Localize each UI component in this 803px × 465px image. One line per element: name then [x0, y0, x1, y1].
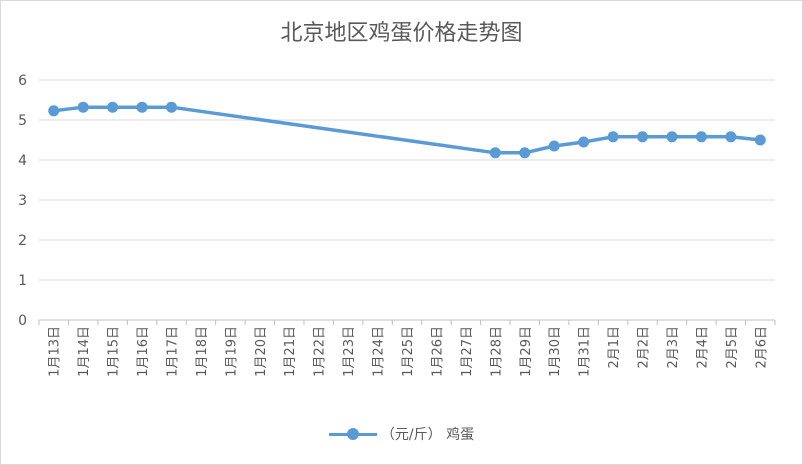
- x-tick-label: 1月19日: [224, 326, 239, 377]
- data-point: [607, 131, 619, 143]
- data-point: [165, 101, 177, 113]
- x-tick-label: 2月2日: [637, 326, 652, 369]
- y-tick-label: 3: [18, 193, 27, 209]
- x-tick-label: 1月23日: [342, 326, 357, 377]
- x-tick-label: 1月31日: [578, 326, 593, 377]
- data-point: [637, 131, 649, 143]
- legend-swatch-icon: [328, 427, 377, 441]
- data-point: [77, 101, 89, 113]
- x-tick-label: 1月14日: [77, 326, 92, 377]
- data-point: [48, 105, 60, 117]
- x-tick-label: 1月27日: [460, 326, 475, 377]
- data-point: [578, 136, 590, 148]
- data-point: [107, 101, 119, 113]
- x-tick-label: 1月16日: [136, 326, 151, 377]
- legend: （元/斤） 鸡蛋: [1, 424, 802, 444]
- x-tick-label: 1月22日: [313, 326, 328, 377]
- data-point: [136, 101, 148, 113]
- x-tick-label: 2月4日: [695, 326, 710, 369]
- x-tick-label: 1月20日: [254, 326, 269, 377]
- line-chart: 0 1 2 3 4 5 6 1月13日 1月14日 1月15日 1月16日 1月17日 1月18日 1月1…: [18, 73, 776, 377]
- data-point: [548, 140, 560, 152]
- series-line: [51, 105, 763, 155]
- x-tick-label: 1月26日: [430, 326, 445, 377]
- data-point: [519, 147, 531, 159]
- chart-title: 北京地区鸡蛋价格走势图: [280, 21, 523, 46]
- data-point: [725, 131, 737, 143]
- x-tick-label: 1月15日: [107, 326, 122, 377]
- y-tick-label: 2: [18, 233, 27, 249]
- x-tick-label: 1月21日: [283, 326, 298, 377]
- x-tick-label: 2月3日: [666, 326, 681, 369]
- y-tick-label: 0: [18, 313, 27, 329]
- x-tick-label: 2月1日: [607, 326, 622, 369]
- x-tick-label: 1月18日: [195, 326, 210, 377]
- x-tick-label: 1月28日: [489, 326, 504, 377]
- data-point: [666, 131, 678, 143]
- y-tick-label: 6: [18, 73, 27, 89]
- y-tick-label: 1: [18, 273, 27, 289]
- x-tick-label: 2月6日: [754, 326, 769, 369]
- y-tick-label: 4: [18, 153, 27, 169]
- y-tick-label: 5: [18, 113, 27, 129]
- x-tick-label: 1月24日: [372, 326, 387, 377]
- x-tick-label: 2月5日: [725, 326, 740, 369]
- data-point: [489, 147, 501, 159]
- x-tick-label: 1月25日: [401, 326, 416, 377]
- x-tick-label: 1月30日: [548, 326, 563, 377]
- x-tick-label: 1月29日: [519, 326, 534, 377]
- x-tick-label: 1月13日: [48, 326, 63, 377]
- x-tick-label: 1月17日: [165, 326, 180, 377]
- data-point: [754, 134, 766, 146]
- legend-label: （元/斤） 鸡蛋: [380, 427, 475, 443]
- data-point: [695, 131, 707, 143]
